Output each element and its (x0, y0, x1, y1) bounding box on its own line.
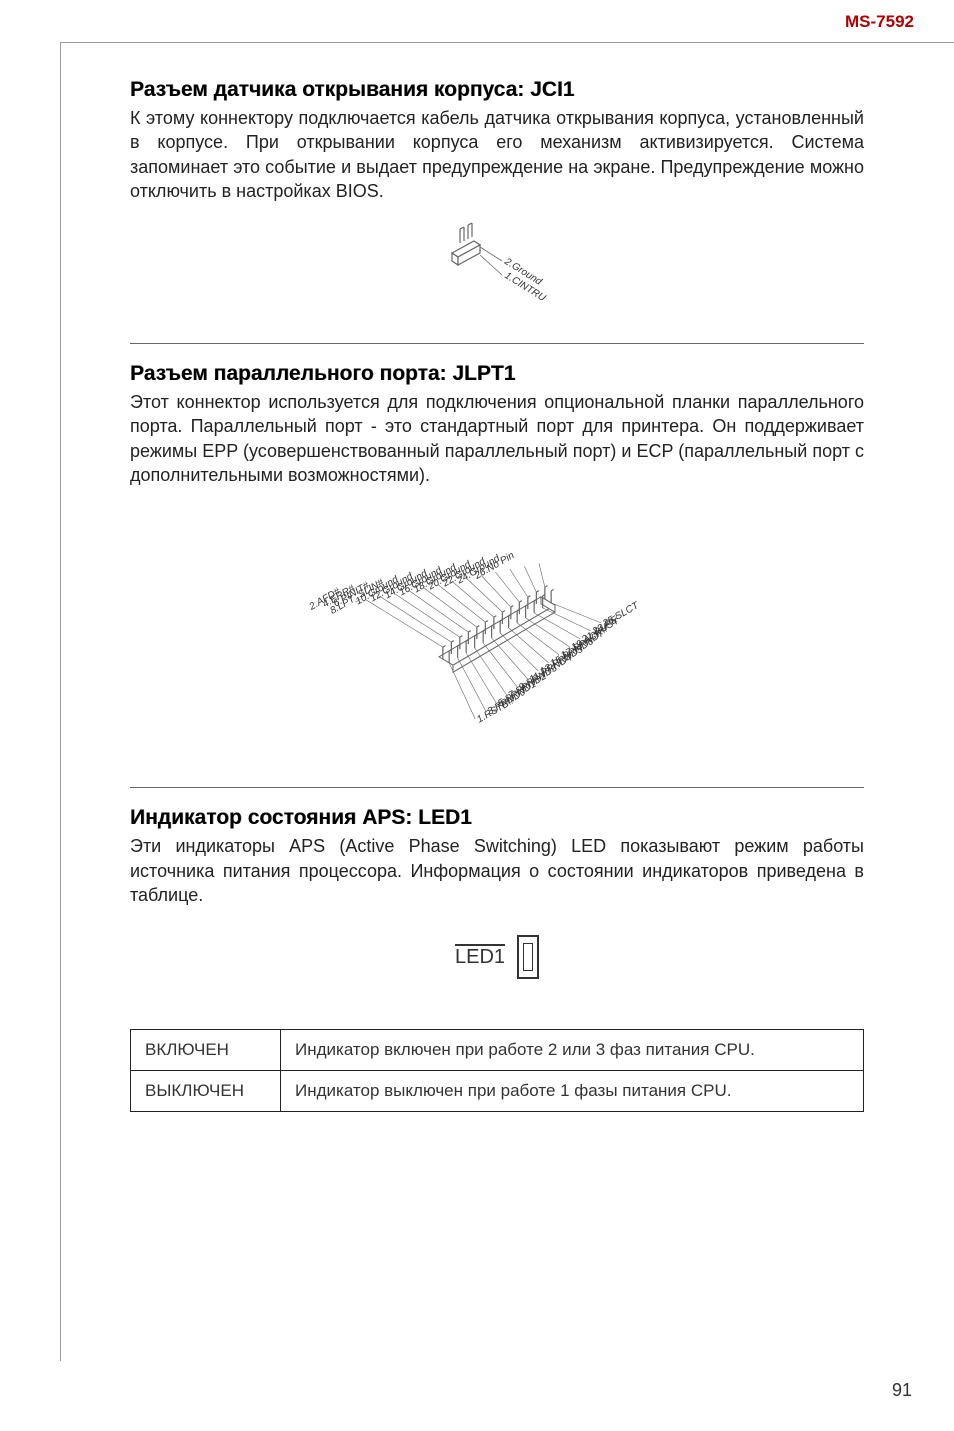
led1-inner (523, 943, 533, 971)
led1-outer (517, 935, 539, 979)
table-row: ВЫКЛЮЧЕН Индикатор выключен при работе 1… (131, 1071, 864, 1112)
led1-diagram: LED1 (130, 935, 864, 979)
led1-label: LED1 (455, 946, 505, 969)
state-cell: ВКЛЮЧЕН (131, 1030, 281, 1071)
desc-cell: Индикатор выключен при работе 1 фазы пит… (281, 1071, 864, 1112)
section3-title: Индикатор состояния APS: LED1 (130, 806, 864, 830)
section3-body: Эти индикаторы APS (Active Phase Switchi… (130, 834, 864, 907)
model-code: MS-7592 (845, 12, 914, 32)
section1-title: Разъем датчика открывания корпуса: JCI1 (130, 78, 864, 102)
jci1-diagram: 2.Ground 1.CINTRU (130, 217, 864, 317)
section1-body: К этому коннектору подключается кабель д… (130, 106, 864, 203)
section2-title: Разъем параллельного порта: JLPT1 (130, 362, 864, 386)
state-cell: ВЫКЛЮЧЕН (131, 1071, 281, 1112)
status-table: ВКЛЮЧЕН Индикатор включен при работе 2 и… (130, 1029, 864, 1112)
desc-cell: Индикатор включен при работе 2 или 3 фаз… (281, 1030, 864, 1071)
page-number: 91 (892, 1380, 912, 1401)
divider-2 (130, 787, 864, 788)
divider-1 (130, 343, 864, 344)
page-content: Разъем датчика открывания корпуса: JCI1 … (130, 78, 864, 1112)
jlpt1-diagram: 26.No Pin24.Ground22.Ground20.Ground18.G… (130, 501, 864, 761)
table-row: ВКЛЮЧЕН Индикатор включен при работе 2 и… (131, 1030, 864, 1071)
section2-body: Этот коннектор используется для подключе… (130, 390, 864, 487)
